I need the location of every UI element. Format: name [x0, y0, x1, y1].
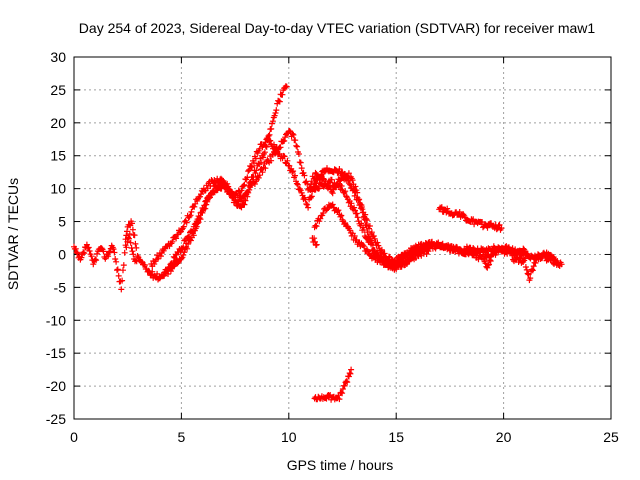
data-track [148, 83, 290, 270]
data-track [169, 148, 561, 267]
data-point-marks [309, 235, 320, 249]
y-tick-label: -10 [46, 312, 66, 328]
data-point-marks [311, 201, 432, 273]
y-tick-label: -20 [46, 378, 66, 394]
grid-lines [74, 57, 611, 419]
y-tick-label: 0 [58, 246, 66, 262]
y-tick-label: 5 [58, 214, 66, 230]
y-axis-label: SDTVAR / TECUs [5, 178, 21, 290]
data-track [479, 246, 494, 271]
data-point-marks [436, 204, 505, 233]
data-track [122, 218, 140, 251]
data-track [311, 201, 432, 273]
data-point-marks [148, 83, 290, 270]
data-track [309, 235, 320, 249]
data-track [509, 251, 565, 284]
y-tick-label: -5 [54, 279, 67, 295]
y-tick-label: 30 [50, 49, 66, 65]
chart-title: Day 254 of 2023, Sidereal Day-to-day VTE… [79, 20, 596, 36]
x-tick-label: 10 [281, 429, 297, 445]
y-tick-label: 15 [50, 148, 66, 164]
x-axis-label: GPS time / hours [287, 457, 394, 473]
y-tick-label: 25 [50, 82, 66, 98]
y-tick-label: -15 [46, 345, 66, 361]
y-tick-label: 20 [50, 115, 66, 131]
x-tick-label: 5 [178, 429, 186, 445]
x-tick-label: 0 [70, 429, 78, 445]
data-point-marks [122, 218, 140, 251]
y-tick-label: -25 [46, 411, 66, 427]
data-point-marks [311, 366, 355, 403]
data-track [311, 366, 355, 403]
data-track [436, 204, 505, 233]
x-tick-label: 15 [388, 429, 404, 445]
x-tick-label: 25 [603, 429, 619, 445]
plot-frame [73, 56, 612, 420]
y-tick-label: 10 [50, 181, 66, 197]
x-tick-label: 20 [496, 429, 512, 445]
data-point-marks [479, 246, 494, 271]
data-layer [71, 83, 565, 403]
data-point-marks [169, 148, 561, 267]
data-point-marks [509, 251, 565, 284]
